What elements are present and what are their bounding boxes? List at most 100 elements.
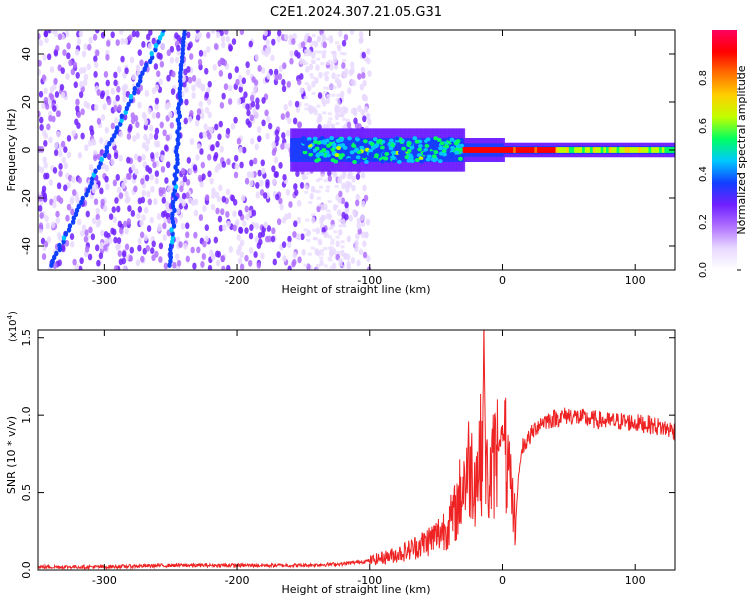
signal-core-cell: [526, 147, 530, 153]
heat-cell: [105, 79, 110, 87]
heat-cell: [144, 90, 150, 97]
heat-cell: [100, 229, 105, 237]
heat-cell: [143, 206, 149, 214]
signal-band-cell: [412, 136, 418, 141]
signal-band-cell: [387, 138, 391, 162]
heat-cell: [92, 154, 98, 162]
heat-cell: [260, 159, 265, 167]
signal-core-cell: [640, 147, 644, 153]
heat-cell: [159, 60, 165, 68]
heat-cell: [149, 124, 154, 132]
heat-cell: [219, 101, 225, 109]
signal-core-cell: [590, 147, 594, 153]
heat-cell: [249, 180, 254, 187]
heat-cell: [354, 245, 359, 252]
heat-cell: [244, 177, 250, 185]
heat-cell: [254, 143, 260, 151]
signal-band-cell: [433, 136, 439, 141]
heat-cell: [52, 201, 57, 209]
heat-cell: [191, 75, 197, 82]
heat-cell: [181, 199, 186, 207]
heat-cell: [88, 226, 93, 234]
heat-cell: [157, 224, 162, 232]
signal-band-cell: [340, 153, 345, 158]
signal-core-cell: [616, 147, 620, 153]
heat-cell: [169, 56, 175, 64]
heat-cell: [100, 198, 105, 206]
heat-cell: [191, 84, 196, 92]
heat-cell: [327, 256, 332, 260]
heat-cell: [236, 234, 241, 242]
heat-cell: [176, 207, 181, 215]
heat-cell: [93, 61, 99, 69]
heat-cell: [126, 156, 131, 164]
heat-cell: [210, 30, 216, 35]
heat-cell: [171, 70, 176, 78]
heat-cell: [226, 158, 231, 166]
heat-cell: [238, 227, 244, 234]
heat-cell: [227, 84, 233, 92]
heat-cell: [117, 104, 122, 112]
heat-cell: [201, 173, 206, 181]
signal-band-cell: [342, 145, 348, 150]
heat-cell: [84, 245, 90, 253]
heat-cell: [281, 132, 286, 139]
heat-cell: [338, 190, 343, 198]
figure-title: C2E1.2024.307.21.05.G31: [270, 5, 442, 20]
heat-cell: [299, 87, 304, 95]
heat-cell: [327, 199, 332, 203]
heat-cell: [303, 53, 308, 57]
heat-cell: [87, 253, 93, 261]
signal-band-cell: [359, 145, 365, 150]
heat-cell: [222, 224, 227, 232]
signal-core-cell: [566, 147, 570, 153]
heat-cell: [53, 195, 58, 203]
heat-cell: [336, 73, 341, 77]
heat-cell: [154, 103, 159, 111]
heat-cell: [148, 132, 154, 140]
signal-band-cell: [438, 146, 443, 151]
heat-cell: [299, 57, 304, 65]
heat-cell: [237, 74, 243, 82]
heat-cell: [176, 259, 182, 267]
track-cell: [170, 211, 175, 218]
heat-cell: [266, 116, 271, 123]
heat-cell: [89, 129, 95, 136]
heat-cell: [324, 74, 329, 82]
heat-cell: [131, 164, 136, 172]
heat-cell: [345, 186, 350, 193]
heat-cell: [241, 194, 246, 202]
heat-cell: [327, 235, 332, 239]
heat-cell: [263, 221, 268, 229]
heat-cell: [66, 42, 71, 50]
heat-cell: [304, 49, 309, 53]
signal-band-cell: [319, 152, 325, 157]
heat-cell: [166, 74, 171, 82]
signal-band-cell: [385, 138, 389, 162]
heat-cell: [361, 72, 366, 79]
heat-cell: [166, 161, 171, 169]
signal-core-cell: [651, 147, 655, 153]
heat-cell: [335, 240, 340, 248]
x-tick-label: 100: [625, 274, 646, 287]
heat-cell: [39, 116, 44, 124]
heat-cell: [218, 70, 224, 77]
signal-band-cell: [352, 159, 358, 164]
heat-cell: [207, 264, 213, 270]
heat-cell: [179, 185, 184, 193]
heat-cell: [169, 122, 175, 129]
heat-cell: [93, 198, 99, 206]
heat-cell: [189, 53, 194, 60]
heat-cell: [117, 220, 123, 228]
heat-cell: [47, 30, 52, 34]
heat-cell: [129, 246, 134, 254]
heat-cell: [99, 242, 105, 249]
heat-cell: [322, 126, 327, 130]
heat-cell: [137, 206, 143, 213]
heat-cell: [207, 80, 212, 88]
heat-cell: [326, 86, 331, 90]
heat-cell: [135, 30, 140, 38]
heat-cell: [48, 114, 53, 122]
signal-band-cell: [396, 159, 402, 164]
heat-cell: [353, 210, 358, 218]
